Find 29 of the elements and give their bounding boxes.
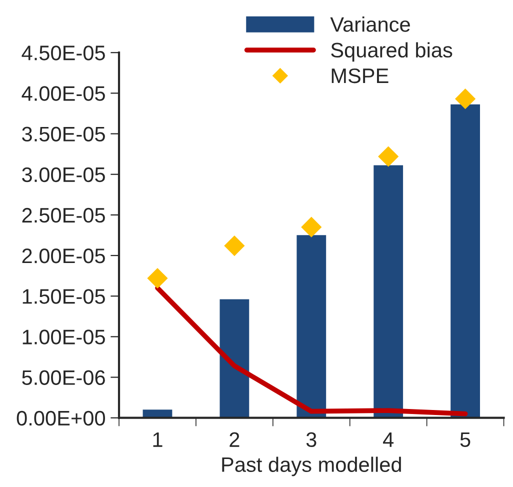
bar xyxy=(372,164,404,418)
legend-label: Squared bias xyxy=(331,42,452,62)
y-tick-label: 0.00E+00 xyxy=(16,410,106,426)
y-tick-label: 1.50E-05 xyxy=(22,289,105,304)
point xyxy=(147,268,168,289)
x-tick-label: 4 xyxy=(383,432,394,447)
y-tick-label: 4.50E-05 xyxy=(22,46,105,60)
bar xyxy=(449,103,482,418)
y-tick-label: 2.00E-05 xyxy=(22,248,105,264)
y-tick-label: 5.00E-06 xyxy=(22,370,105,386)
x-tick-label: 3 xyxy=(306,432,316,448)
legend-label: MSPE xyxy=(332,68,388,84)
y-tick-label: 3.00E-05 xyxy=(22,167,105,182)
x-tick-label: 1 xyxy=(153,432,162,447)
y-tick-label: 2.50E-05 xyxy=(22,208,105,223)
y-tick-label: 4.00E-05 xyxy=(22,86,105,101)
x-axis-title: Past days modelled xyxy=(222,456,401,476)
y-tick-label: 1.00E-05 xyxy=(22,330,105,344)
legend-label: Variance xyxy=(330,16,410,32)
y-tick-label: 3.50E-05 xyxy=(22,126,105,142)
point xyxy=(224,235,245,256)
bar xyxy=(295,234,328,418)
point xyxy=(301,216,322,238)
point xyxy=(378,146,399,167)
x-tick-label: 2 xyxy=(230,432,240,447)
bar xyxy=(141,408,174,418)
point xyxy=(454,88,476,110)
x-tick-label: 5 xyxy=(460,432,470,448)
bar xyxy=(218,298,251,418)
